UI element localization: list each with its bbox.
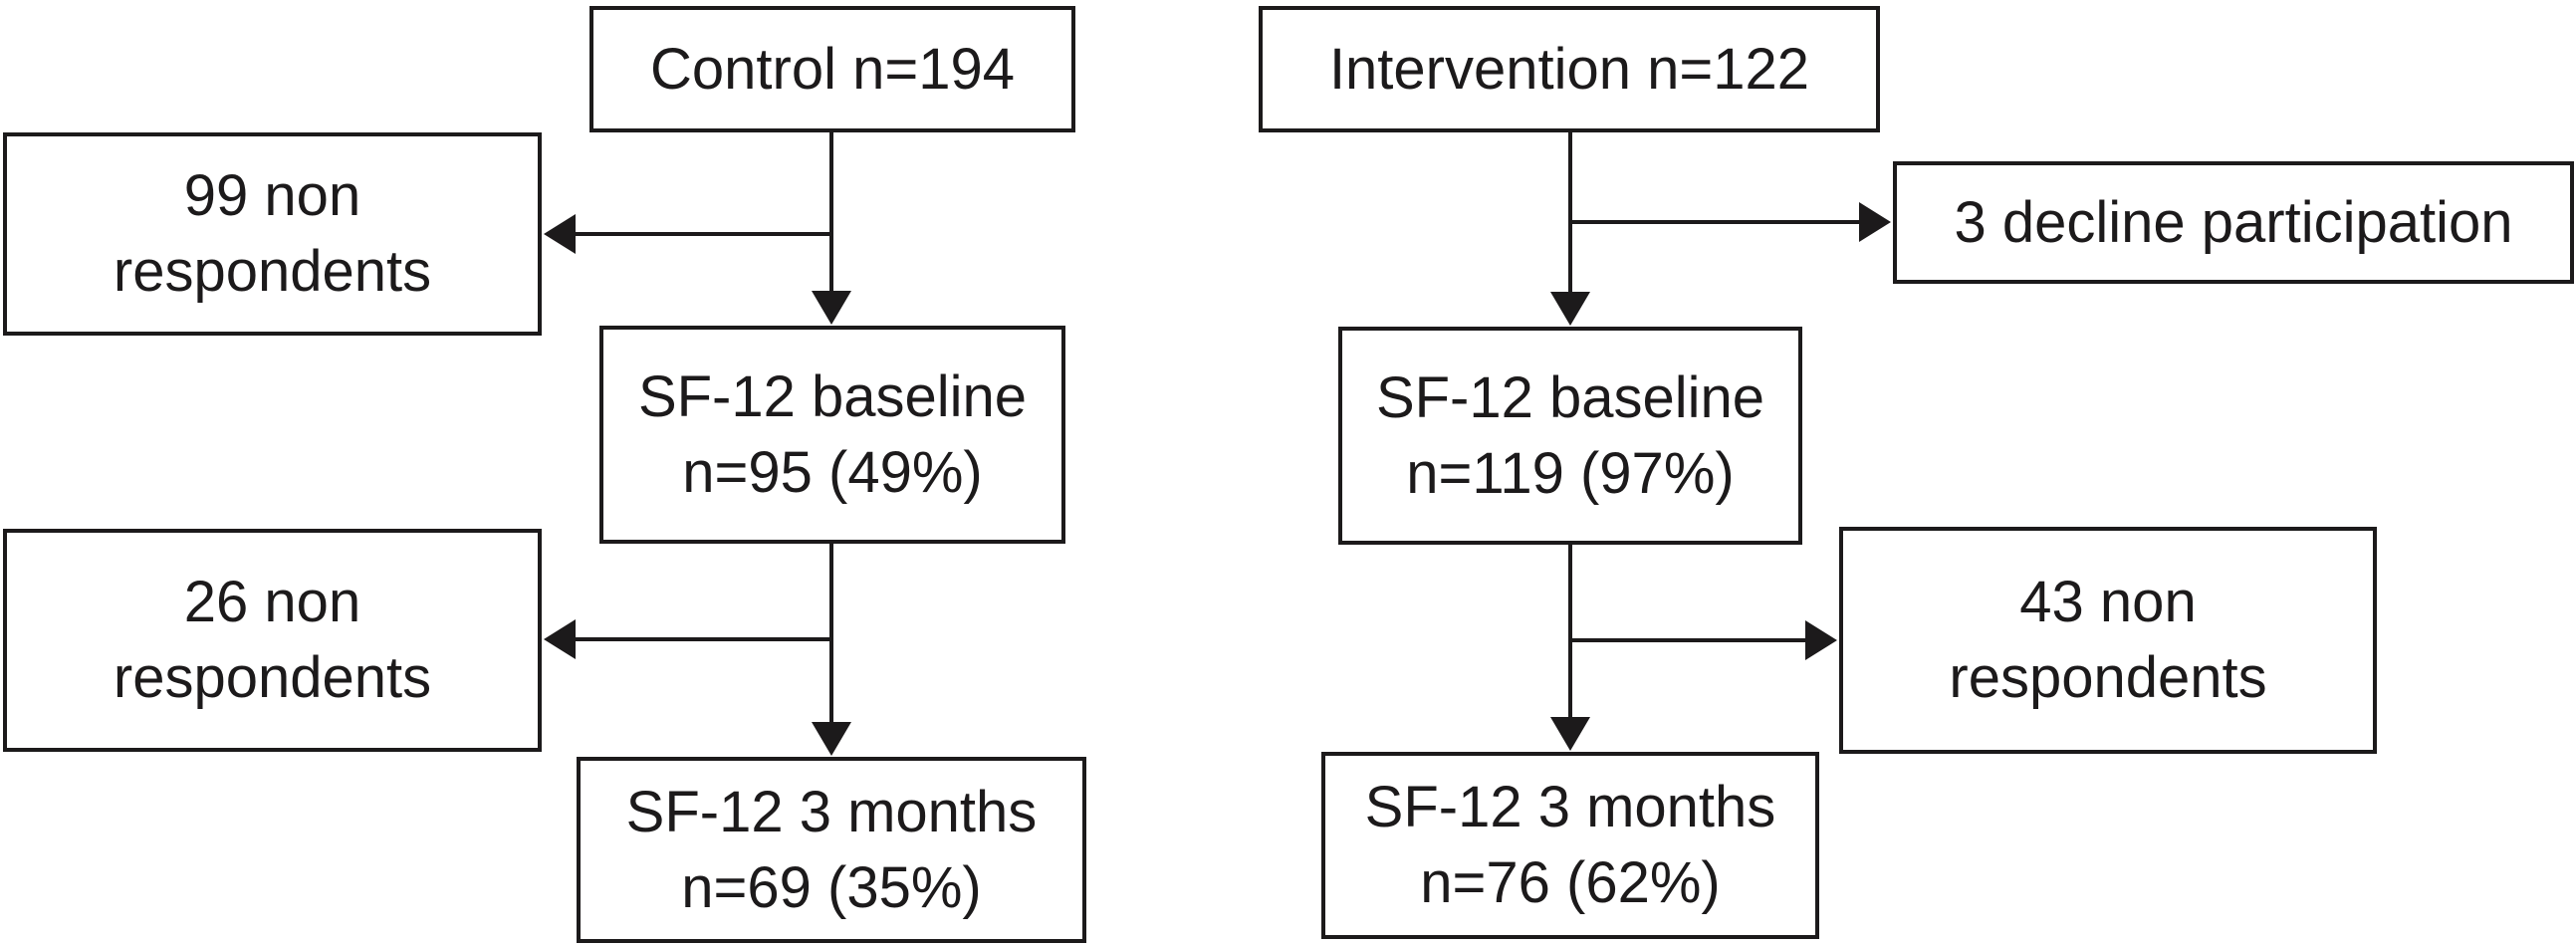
arrowhead-down-icon bbox=[1550, 717, 1590, 751]
node-months-intervention: SF-12 3 months n=76 (62%) bbox=[1321, 752, 1819, 939]
node-label-line: SF-12 3 months bbox=[625, 779, 1038, 844]
node-label-line: 3 decline participation bbox=[1954, 189, 2513, 255]
arrowhead-down-icon bbox=[812, 291, 851, 325]
node-control: Control n=194 bbox=[589, 6, 1075, 132]
node-label-line: SF-12 3 months bbox=[1364, 775, 1776, 839]
node-intervention: Intervention n=122 bbox=[1259, 6, 1880, 132]
node-label-line: n=119 (97%) bbox=[1406, 440, 1735, 506]
node-nonrespondents-baseline-control: 99 non respondents bbox=[3, 132, 542, 336]
node-label-line: respondents bbox=[113, 645, 432, 710]
node-nonrespondents-months-intervention: 43 non respondents bbox=[1839, 527, 2377, 754]
node-label-line: n=69 (35%) bbox=[681, 854, 982, 920]
node-label-line: 99 non bbox=[183, 163, 361, 228]
node-label-line: SF-12 baseline bbox=[637, 363, 1028, 429]
node-label-line: respondents bbox=[113, 239, 432, 304]
node-control-label: Control n=194 bbox=[650, 36, 1015, 102]
node-label-line: respondents bbox=[1949, 645, 2267, 710]
arrowhead-down-icon bbox=[1550, 292, 1590, 326]
node-intervention-label: Intervention n=122 bbox=[1328, 36, 1810, 102]
arrowhead-down-icon bbox=[812, 722, 851, 756]
node-baseline-intervention: SF-12 baseline n=119 (97%) bbox=[1338, 327, 1802, 545]
node-label-line: 26 non bbox=[183, 570, 361, 634]
node-label-line: SF-12 baseline bbox=[1375, 364, 1765, 430]
node-label-line: 43 non bbox=[2019, 570, 2197, 634]
node-label-line: n=95 (49%) bbox=[682, 439, 983, 505]
node-label-line: n=76 (62%) bbox=[1420, 850, 1721, 915]
node-nonrespondents-months-control: 26 non respondents bbox=[3, 529, 542, 752]
arrowhead-left-icon bbox=[544, 619, 576, 659]
arrowhead-right-icon bbox=[1859, 202, 1891, 242]
node-months-control: SF-12 3 months n=69 (35%) bbox=[577, 757, 1086, 943]
arrowhead-right-icon bbox=[1805, 620, 1837, 660]
node-decline-participation: 3 decline participation bbox=[1893, 161, 2574, 284]
arrowhead-left-icon bbox=[544, 214, 576, 254]
node-baseline-control: SF-12 baseline n=95 (49%) bbox=[599, 326, 1065, 544]
